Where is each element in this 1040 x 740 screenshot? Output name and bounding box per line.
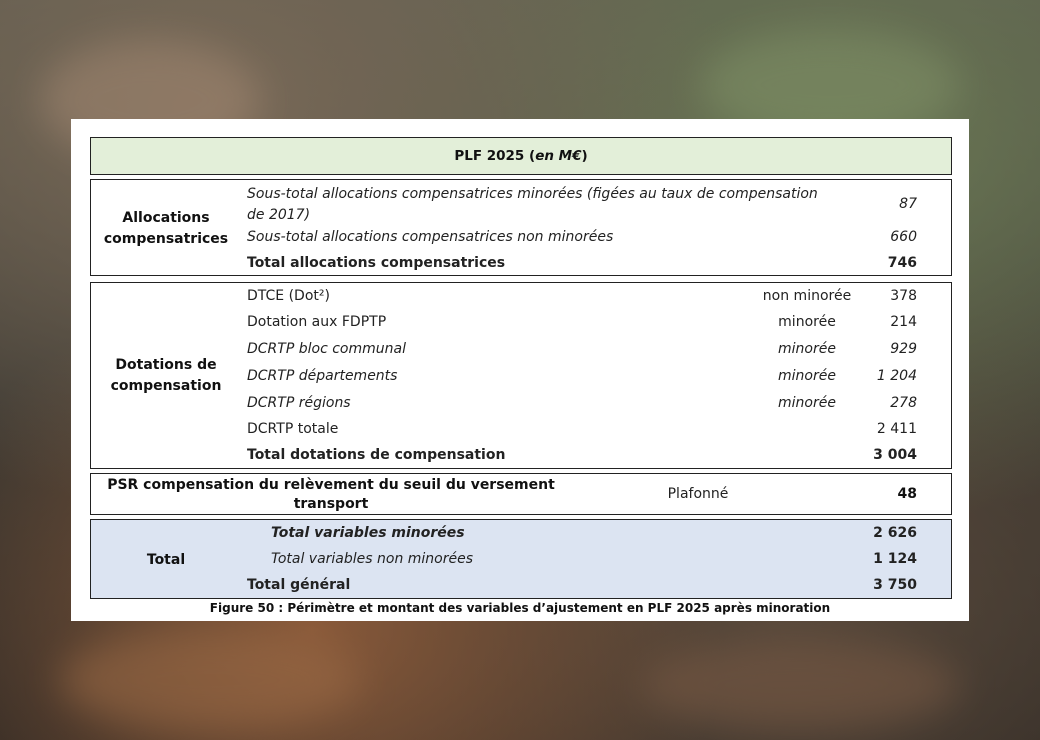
row-value: 746 bbox=[887, 255, 917, 271]
dotations-section: Dotations de compensation DTCE (Dot²) no… bbox=[90, 282, 952, 469]
row-value: 660 bbox=[890, 229, 917, 245]
table-row: DCRTP bloc communal minorée 929 bbox=[247, 341, 951, 363]
figure-caption: Figure 50 : Périmètre et montant des var… bbox=[209, 601, 831, 615]
row-label: Total allocations compensatrices bbox=[247, 255, 506, 271]
row-label: Dotation aux FDPTP bbox=[247, 314, 387, 330]
table-row: Total général 3 750 bbox=[247, 577, 951, 599]
row-value: 378 bbox=[890, 288, 917, 304]
row-label: Total variables minorées bbox=[271, 525, 465, 541]
table-row: Total variables non minorées 1 124 bbox=[271, 551, 951, 573]
row-label: Sous-total allocations compensatrices no… bbox=[247, 229, 614, 245]
table-header: PLF 2025 (en M€) bbox=[90, 137, 952, 175]
table-row: DCRTP régions minorée 278 bbox=[247, 395, 951, 417]
table-row: Sous-total allocations compensatrices no… bbox=[247, 229, 951, 251]
row-status: non minorée bbox=[762, 288, 852, 304]
row-label: DCRTP départements bbox=[247, 368, 398, 384]
row-value: 2 411 bbox=[876, 421, 917, 437]
table-row: DCRTP totale 2 411 bbox=[247, 421, 951, 443]
row-status: minorée bbox=[778, 368, 836, 384]
row-value: 214 bbox=[890, 314, 917, 330]
total-category: Total bbox=[146, 552, 186, 568]
allocations-section: Allocations compensatrices Sous-total al… bbox=[90, 179, 952, 276]
table-row: DCRTP départements minorée 1 204 bbox=[247, 368, 951, 390]
row-label: Sous-total allocations compensatrices mi… bbox=[247, 186, 818, 223]
row-status: minorée bbox=[778, 395, 836, 411]
row-value: 278 bbox=[890, 395, 917, 411]
row-label: Total dotations de compensation bbox=[247, 447, 506, 463]
table-row: Dotation aux FDPTP minorée 214 bbox=[247, 314, 951, 336]
total-section: Total Total variables minorées 2 626 Tot… bbox=[90, 519, 952, 599]
row-value: 87 bbox=[899, 196, 917, 212]
header-title: PLF 2025 ( bbox=[454, 148, 536, 164]
background-blur bbox=[60, 630, 360, 730]
psr-label: PSR compensation du relèvement du seuil … bbox=[107, 477, 555, 512]
psr-section: PSR compensation du relèvement du seuil … bbox=[90, 473, 952, 515]
psr-value: 48 bbox=[897, 486, 917, 502]
table-row: DTCE (Dot²) non minorée 378 bbox=[247, 288, 951, 310]
row-label: Total général bbox=[247, 577, 351, 593]
row-label: DCRTP régions bbox=[247, 395, 351, 411]
table-row: Sous-total allocations compensatrices mi… bbox=[247, 184, 951, 228]
row-value: 1 204 bbox=[876, 368, 917, 384]
row-label: DCRTP bloc communal bbox=[247, 341, 406, 357]
row-value: 3 750 bbox=[873, 577, 917, 593]
row-value: 1 124 bbox=[873, 551, 917, 567]
table-row: Total allocations compensatrices 746 bbox=[247, 255, 951, 277]
row-value: 2 626 bbox=[873, 525, 917, 541]
row-status: minorée bbox=[778, 341, 836, 357]
row-status: minorée bbox=[778, 314, 836, 330]
document-panel: PLF 2025 (en M€) Allocations compensatri… bbox=[71, 119, 969, 621]
background-blur bbox=[640, 640, 960, 730]
header-title-close: ) bbox=[581, 148, 588, 164]
table-row: Total dotations de compensation 3 004 bbox=[247, 447, 951, 469]
row-label: Total variables non minorées bbox=[271, 551, 474, 567]
row-label: DTCE (Dot²) bbox=[247, 288, 330, 304]
psr-status: Plafonné bbox=[667, 486, 729, 502]
header-title-unit: en M€ bbox=[535, 148, 582, 164]
allocations-category: Allocations compensatrices bbox=[103, 210, 229, 247]
row-value: 929 bbox=[890, 341, 917, 357]
dotations-category: Dotations de compensation bbox=[110, 357, 222, 394]
row-label: DCRTP totale bbox=[247, 421, 339, 437]
table-row: Total variables minorées 2 626 bbox=[271, 525, 951, 547]
row-value: 3 004 bbox=[873, 447, 917, 463]
